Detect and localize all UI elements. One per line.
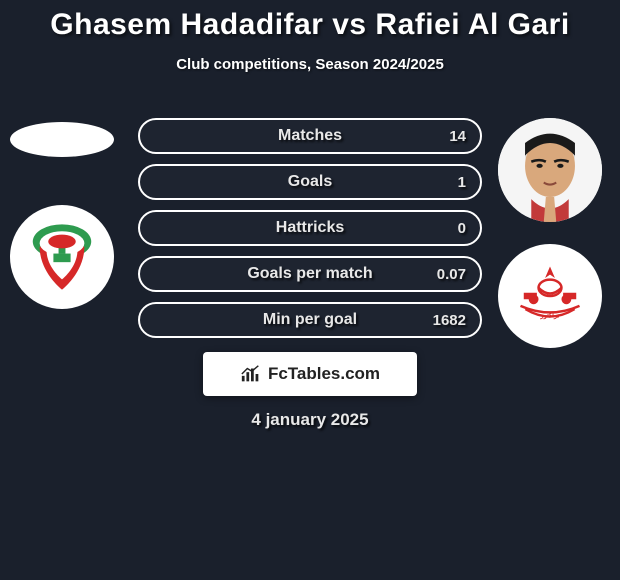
club2-crest: تراکتور: [498, 244, 602, 348]
page-subtitle: Club competitions, Season 2024/2025: [0, 56, 620, 73]
stat-label: Goals: [288, 173, 332, 191]
date-text: 4 january 2025: [251, 410, 368, 430]
club1-crest: [10, 205, 114, 309]
stat-value-right: 14: [449, 128, 466, 145]
left-column: [10, 118, 122, 331]
player2-avatar: [498, 118, 602, 222]
stat-label: Hattricks: [276, 219, 344, 237]
brand-box: FcTables.com: [203, 352, 417, 396]
stat-row-matches: Matches 14: [138, 118, 482, 154]
stat-row-mpg: Min per goal 1682: [138, 302, 482, 338]
stat-value-right: 0.07: [437, 266, 466, 283]
zob-ahan-crest-icon: [19, 214, 105, 300]
stat-row-goals: Goals 1: [138, 164, 482, 200]
stat-label: Min per goal: [263, 311, 357, 329]
stat-row-gpm: Goals per match 0.07: [138, 256, 482, 292]
brand-text: FcTables.com: [268, 364, 380, 384]
page-title: Ghasem Hadadifar vs Rafiei Al Gari: [0, 0, 620, 42]
right-column: تراکتور: [498, 118, 610, 370]
stat-value-right: 0: [458, 220, 466, 237]
stats-block: Matches 14 Goals 1 Hattricks 0 Goals per…: [138, 118, 482, 348]
stat-row-hattricks: Hattricks 0: [138, 210, 482, 246]
stat-label: Goals per match: [247, 265, 372, 283]
svg-text:تراکتور: تراکتور: [540, 311, 560, 319]
bar-chart-icon: [240, 363, 262, 385]
tractor-crest-icon: تراکتور: [509, 255, 591, 337]
stat-label: Matches: [278, 127, 342, 145]
stat-value-right: 1682: [433, 312, 466, 329]
stat-value-right: 1: [458, 174, 466, 191]
player1-avatar-placeholder: [10, 122, 114, 157]
player-face-icon: [498, 118, 602, 222]
